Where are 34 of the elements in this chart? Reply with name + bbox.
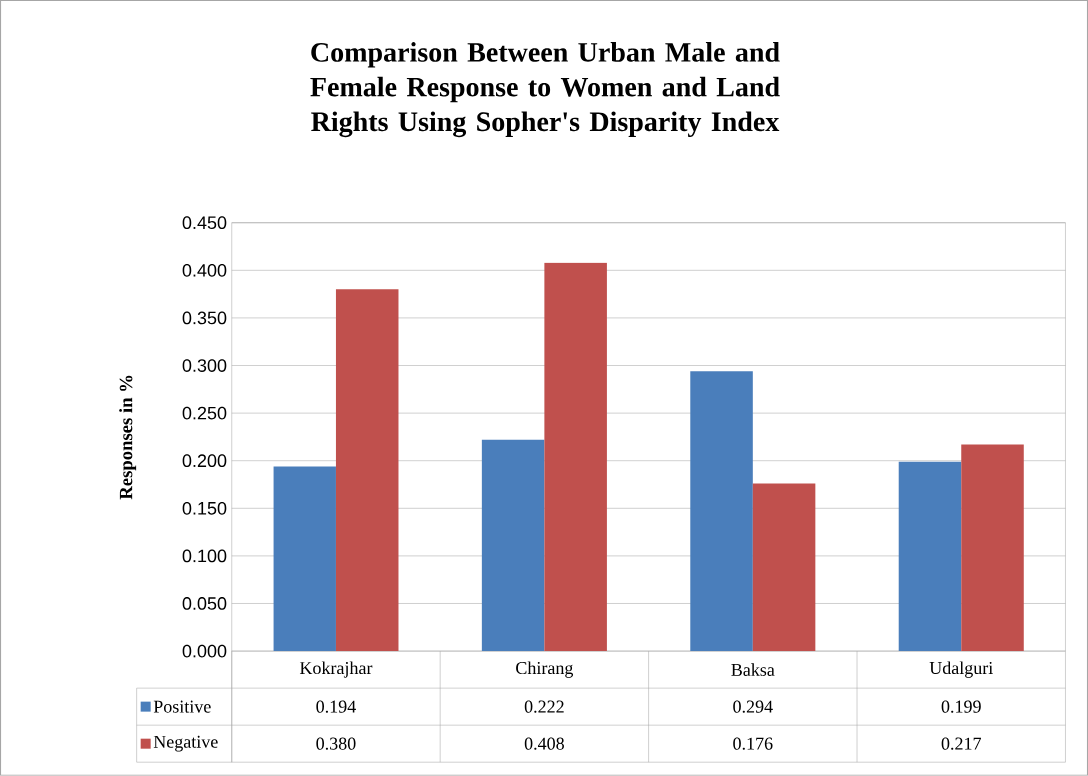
y-tick-label: 0.150 [182, 502, 227, 515]
y-tick-label: 0.300 [182, 359, 227, 373]
y-tick-label: 0.200 [182, 454, 227, 468]
legend-label: Positive [153, 700, 211, 713]
bar [690, 371, 753, 652]
y-tick-label: 0.250 [182, 406, 227, 420]
bar [544, 262, 607, 652]
y-tick-label: 0.400 [182, 264, 227, 277]
bar [273, 466, 336, 652]
data-label: 0.294 [733, 700, 773, 713]
data-label: 0.217 [941, 737, 982, 750]
y-tick-label: 0.000 [182, 644, 227, 658]
bar [752, 483, 816, 652]
x-tick-label: Baksa [731, 663, 775, 677]
y-axis-title: Responses in % [119, 375, 137, 500]
data-label: 0.194 [316, 700, 356, 713]
data-label: 0.222 [524, 700, 564, 713]
data-label: 0.176 [733, 737, 773, 750]
x-tick-label: Udalguri [929, 661, 993, 678]
x-tick-label: Chirang [516, 661, 574, 678]
bar [961, 444, 1024, 652]
y-tick-label: 0.350 [182, 311, 227, 325]
data-label: 0.380 [316, 737, 356, 750]
data-label: 0.408 [524, 737, 564, 750]
bar [481, 439, 545, 652]
y-tick-label: 0.100 [182, 549, 227, 563]
legend-label: Negative [153, 735, 218, 752]
data-label: 0.199 [941, 700, 981, 713]
chart-title: Comparison Between Urban Male and Female Response to Women and Land Rights Using Sopher's Disparity Index [310, 42, 780, 138]
y-tick-label: 0.450 [182, 216, 227, 230]
bar [898, 461, 962, 652]
x-tick-label: Kokrajhar [299, 661, 373, 678]
bar [335, 289, 399, 652]
y-tick-label: 0.050 [182, 597, 227, 610]
